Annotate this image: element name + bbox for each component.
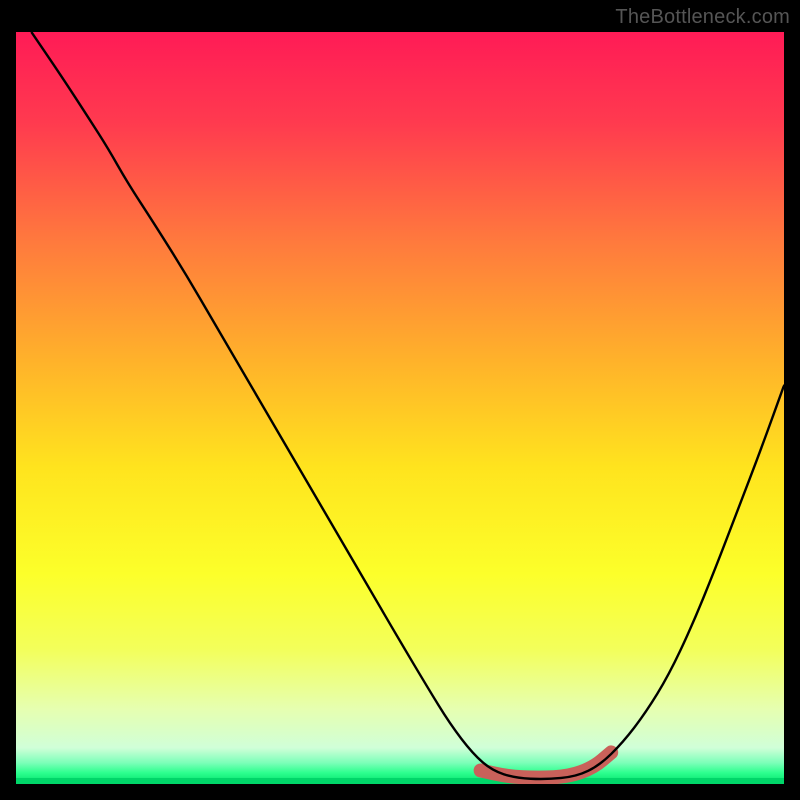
main-curve — [31, 32, 784, 779]
curve-layer — [16, 32, 784, 784]
chart-frame: TheBottleneck.com — [0, 0, 800, 800]
watermark-text: TheBottleneck.com — [615, 6, 790, 29]
bottleneck-chart — [16, 32, 784, 784]
